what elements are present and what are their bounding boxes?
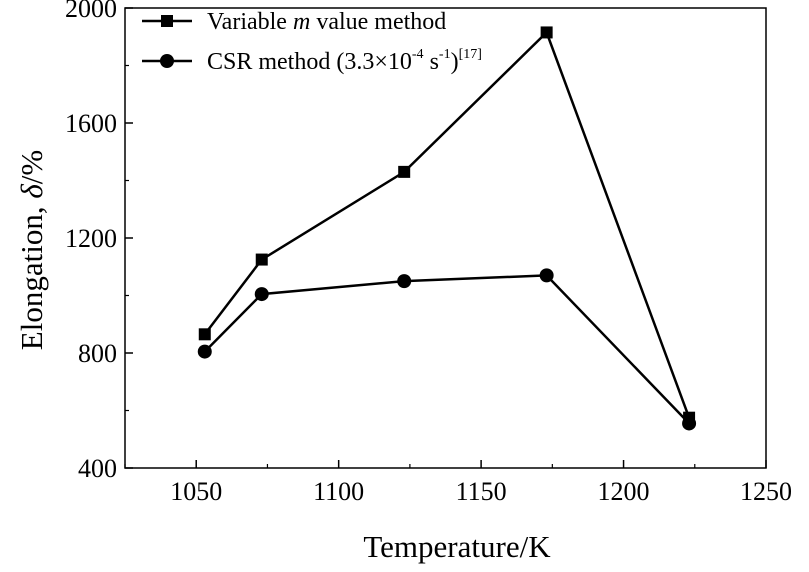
data-point-circle	[539, 268, 554, 283]
y-tick-label: 1600	[65, 109, 117, 138]
data-point-square	[540, 26, 553, 39]
x-tick-label: 1050	[170, 477, 222, 506]
legend-label-csr-sup2: -1	[439, 47, 451, 62]
x-tick-label: 1200	[598, 477, 650, 506]
y-axis-title: Elongation, δ/%	[14, 150, 49, 350]
plot-frame	[124, 7, 767, 469]
y-axis-title-prefix: Elongation,	[14, 199, 49, 351]
legend-label-csr-sup1: -4	[412, 47, 424, 62]
legend-label-variable-m-italic: m	[293, 9, 310, 35]
series-line-1	[203, 30, 691, 419]
legend-label-variable-m-post: value method	[310, 9, 446, 35]
data-point-circle	[397, 274, 412, 289]
series-line-2	[203, 274, 691, 425]
y-axis-title-suffix: /%	[14, 150, 49, 184]
legend-label-csr: CSR method (3.3×10-4 s-1)[17]	[207, 47, 482, 75]
data-point-square	[198, 328, 211, 341]
y-tick-label: 2000	[65, 0, 117, 23]
legend-label-csr-pre: CSR method (3.3×10	[207, 49, 412, 75]
data-point-square	[255, 253, 268, 266]
y-tick-label: 400	[78, 454, 117, 483]
x-axis-title: Temperature/K	[363, 529, 551, 564]
legend-circle-marker	[160, 54, 174, 68]
y-tick-label: 1200	[65, 224, 117, 253]
legend-label-csr-sup3: [17]	[459, 47, 482, 62]
y-tick-label: 800	[78, 339, 117, 368]
x-tick-label: 1150	[456, 477, 507, 506]
x-tick-label: 1250	[740, 477, 792, 506]
data-point-circle	[254, 287, 269, 302]
legend-label-variable-m-pre: Variable	[207, 9, 293, 35]
x-tick-label: 1100	[313, 477, 364, 506]
data-point-circle	[682, 416, 697, 431]
y-axis-title-symbol: δ	[14, 184, 49, 199]
legend-label-csr-close: )	[451, 49, 459, 75]
data-point-square	[398, 165, 411, 178]
legend-label-csr-mid: s	[424, 49, 439, 75]
legend-label-variable-m: Variable m value method	[207, 9, 446, 35]
data-point-circle	[197, 344, 212, 359]
legend: Variable m value method CSR method (3.3×…	[142, 9, 482, 75]
legend-square-marker	[161, 15, 173, 27]
